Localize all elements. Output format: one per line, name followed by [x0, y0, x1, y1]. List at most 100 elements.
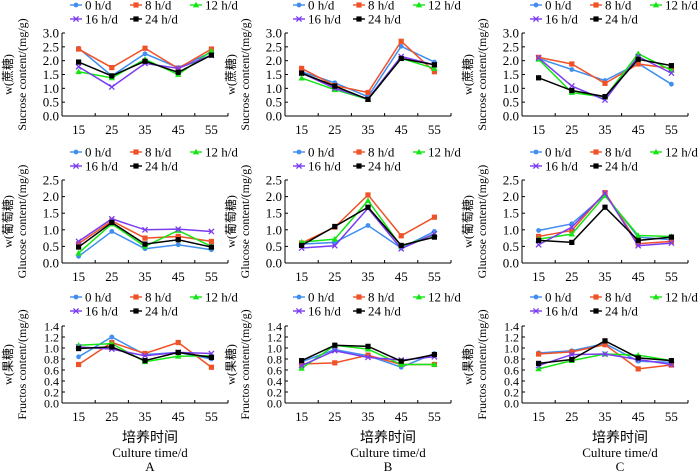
legend-marker-triangle [415, 293, 423, 300]
data-point [208, 47, 215, 54]
legend-item: 8 h/d [130, 290, 172, 305]
x-axis-label-cn-A: 培养时间 [122, 430, 178, 446]
legend-marker-circle [73, 149, 79, 155]
y-axis-title-cn: w(果糖) [460, 344, 475, 385]
data-point [569, 61, 575, 67]
legend-item: 0 h/d [530, 145, 572, 160]
legend-marker-triangle [192, 293, 200, 300]
x-tick-label: 45 [172, 269, 185, 284]
x-tick-label: 55 [205, 269, 218, 284]
x-tick-label: 25 [105, 269, 118, 284]
legend-marker-x [295, 162, 303, 170]
data-point [431, 234, 437, 240]
data-point [668, 63, 674, 69]
column-label-C: C [616, 459, 625, 472]
legend-label: 24 h/d [605, 12, 638, 27]
x-tick-label: 35 [362, 269, 375, 284]
x-tick-label: 25 [565, 409, 578, 424]
legend-marker-square [593, 149, 599, 155]
x-tick-label: 15 [72, 269, 85, 284]
data-point [365, 204, 371, 210]
legend-marker-square [593, 308, 599, 314]
y-tick-label: 3.0 [43, 26, 59, 41]
legend-item: 16 h/d [70, 159, 118, 174]
legend-label: 24 h/d [368, 159, 401, 174]
data-point [431, 214, 437, 220]
data-point [75, 63, 82, 70]
legend-item: 12 h/d [413, 145, 461, 160]
legend-marker-square [356, 16, 362, 22]
y-tick-label: 3.0 [266, 26, 282, 41]
y-tick-label: 0.5 [266, 95, 282, 110]
data-point [601, 350, 609, 358]
legend-item: 16 h/d [530, 12, 578, 27]
legend-label: 0 h/d [85, 290, 112, 305]
legend-item: 0 h/d [70, 0, 112, 13]
data-point [332, 223, 338, 230]
legend-marker-circle [533, 149, 539, 155]
series-16hd [535, 190, 675, 249]
data-point [398, 361, 405, 367]
data-point [602, 342, 608, 348]
legend-C-sucrose: 0 h/d 8 h/d 12 h/d 16 h/d 24 h/d [530, 0, 698, 27]
y-tick-label: 0.6 [44, 364, 59, 378]
legend-item: 16 h/d [293, 159, 341, 174]
data-point [331, 347, 338, 354]
x-tick-label: 45 [395, 269, 408, 284]
legend-marker-triangle [192, 148, 200, 155]
x-axis-label-cn-C: 培养时间 [592, 430, 648, 446]
data-point [635, 50, 642, 57]
legend-label: 16 h/d [545, 304, 578, 319]
legend-marker-square [356, 149, 362, 155]
legend-marker-square [356, 163, 362, 169]
legend-marker-triangle [415, 1, 423, 8]
legend-label: 16 h/d [545, 12, 578, 27]
data-point [569, 67, 575, 72]
data-point [536, 75, 542, 81]
legend-item: 12 h/d [413, 290, 461, 305]
panel-B-glucose: 0 h/d 8 h/d 12 h/d 16 h/d 24 h/d 0.0 0.5 1.01.5… [223, 145, 461, 285]
data-point [569, 87, 575, 94]
series-24hd [299, 204, 437, 249]
y-axis-title-en: Sucrose content/(mg/g) [15, 18, 29, 130]
data-point [569, 239, 575, 246]
legend-label: 24 h/d [605, 304, 638, 319]
legend-label: 8 h/d [605, 290, 632, 305]
y-tick-label: 0.5 [43, 95, 59, 110]
legend-A-fructose: 0 h/d 8 h/d 12 h/d 16 h/d 24 h/d [70, 290, 238, 319]
y-tick-label: 2.5 [266, 39, 282, 54]
y-tick-label: 1.5 [266, 206, 282, 221]
legend-label: 12 h/d [665, 145, 698, 160]
legend-item: 8 h/d [130, 0, 172, 13]
x-tick-label: 55 [665, 409, 678, 424]
legend-marker-circle [296, 149, 302, 155]
legend-item: 0 h/d [530, 290, 572, 305]
legend-item: 12 h/d [190, 145, 238, 160]
x-tick-label: 35 [599, 409, 612, 424]
x-tick-label: 25 [328, 122, 341, 137]
x-tick-label: 55 [428, 269, 441, 284]
y-tick-label: 0.8 [504, 353, 519, 367]
legend-label: 24 h/d [368, 12, 401, 27]
y-tick-label: 0.0 [43, 109, 59, 124]
y-axis-title-cn: w(葡萄糖) [0, 195, 15, 248]
legend-marker-triangle [192, 1, 200, 8]
data-point [398, 38, 404, 44]
series-16hd [298, 205, 438, 252]
data-point [635, 232, 642, 238]
legend-label: 24 h/d [145, 304, 178, 319]
x-tick-label: 15 [72, 122, 85, 137]
y-tick-label: 0.5 [266, 239, 282, 254]
y-tick-label: 0.6 [267, 364, 282, 378]
data-point [569, 349, 575, 355]
data-point [635, 56, 641, 62]
y-tick-label: 0.4 [504, 375, 519, 389]
legend-label: 24 h/d [145, 12, 178, 27]
data-point [331, 242, 338, 249]
y-tick-label: 2.5 [43, 173, 59, 188]
y-tick-label: 0.8 [44, 353, 59, 367]
legend-label: 24 h/d [145, 159, 178, 174]
y-tick-label: 1.2 [504, 331, 519, 345]
y-tick-label: 0.5 [503, 95, 519, 110]
